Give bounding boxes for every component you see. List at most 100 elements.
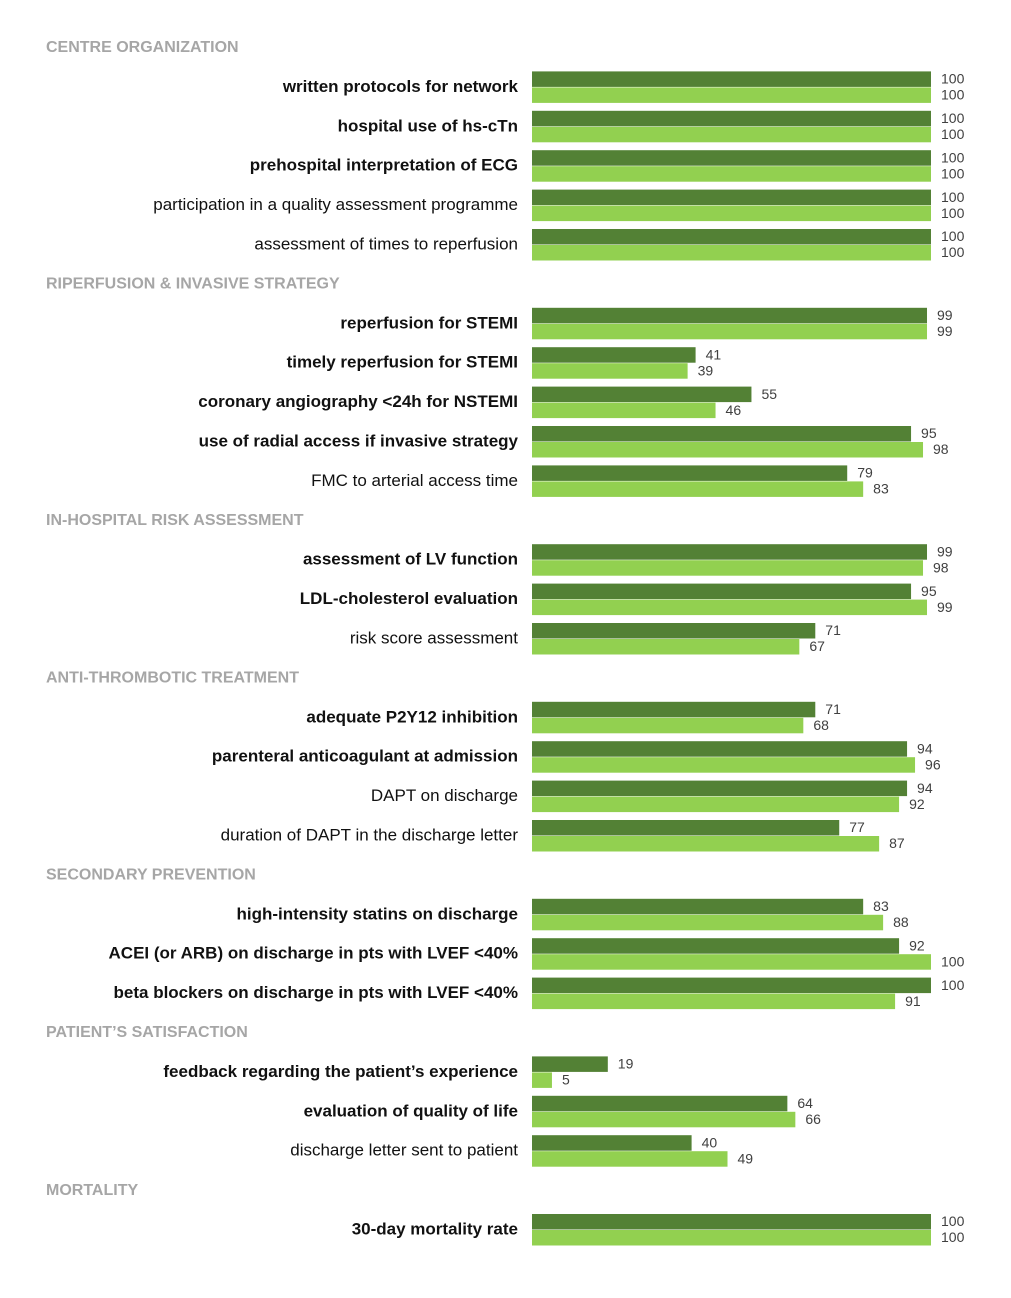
bar-series-2 [532, 205, 931, 222]
bar-series-2 [532, 914, 884, 931]
section-title: PATIENT’S SATISFACTION [46, 1024, 248, 1041]
bar-series-1 [532, 938, 900, 954]
category-label: 30-day mortality rate [352, 1219, 518, 1238]
data-label: 94 [917, 740, 933, 756]
bar-series-1 [532, 780, 908, 797]
category-label: prehospital interpretation of ECG [250, 156, 518, 175]
bar-series-2 [532, 245, 931, 261]
category-label: participation in a quality assessment pr… [153, 195, 518, 214]
data-label: 100 [941, 244, 965, 260]
data-label: 95 [921, 425, 937, 441]
bar-series-2 [532, 757, 916, 773]
data-label: 95 [921, 583, 937, 599]
bar-series-2 [532, 599, 928, 616]
data-label: 71 [825, 622, 841, 638]
bar-series-1 [532, 1214, 931, 1230]
category-label: duration of DAPT in the discharge letter [221, 825, 519, 844]
data-label: 98 [933, 441, 949, 457]
data-label: 87 [889, 835, 905, 851]
data-label: 96 [925, 756, 941, 772]
data-label: 46 [726, 402, 742, 418]
data-label: 92 [909, 796, 925, 812]
data-label: 100 [941, 126, 965, 142]
data-label: 91 [905, 993, 921, 1009]
bar-series-1 [532, 347, 696, 363]
section-title: IN-HOSPITAL RISK ASSESSMENT [46, 512, 304, 529]
bar-series-2 [532, 442, 924, 458]
bar-series-2 [532, 402, 716, 419]
category-label: beta blockers on discharge in pts with L… [114, 983, 518, 1002]
data-label: 99 [937, 307, 953, 323]
bar-series-2 [532, 1111, 796, 1128]
category-label: assessment of times to reperfusion [254, 234, 518, 253]
bar-series-1 [532, 977, 931, 994]
data-label: 99 [937, 543, 953, 559]
category-label: discharge letter sent to patient [290, 1141, 518, 1160]
bar-series-2 [532, 166, 931, 182]
bar-series-2 [532, 836, 880, 852]
category-label: written protocols for network [282, 77, 519, 96]
bar-series-1 [532, 1056, 608, 1072]
data-label: 100 [941, 149, 965, 165]
data-label: 100 [941, 71, 965, 87]
category-label: ACEI (or ARB) on discharge in pts with L… [109, 944, 518, 963]
category-label: high-intensity statins on discharge [237, 904, 518, 923]
data-label: 94 [917, 780, 933, 796]
data-label: 100 [941, 205, 965, 221]
bar-series-1 [532, 307, 928, 324]
data-label: 100 [941, 977, 965, 993]
bar-series-1 [532, 820, 840, 836]
bar-series-1 [532, 741, 908, 757]
category-label: reperfusion for STEMI [340, 313, 518, 332]
bar-series-1 [532, 623, 816, 639]
bar-series-1 [532, 898, 864, 915]
bar-series-2 [532, 1072, 552, 1088]
data-label: 100 [941, 1229, 965, 1245]
bar-series-1 [532, 465, 848, 481]
data-label: 100 [941, 228, 965, 244]
category-label: use of radial access if invasive strateg… [199, 431, 519, 450]
data-label: 100 [941, 953, 965, 969]
category-label: FMC to arterial access time [311, 471, 518, 490]
bar-series-1 [532, 1135, 692, 1151]
bar-series-2 [532, 639, 800, 655]
data-label: 41 [706, 346, 722, 362]
section-title: RIPERFUSION & INVASIVE STRATEGY [46, 276, 340, 293]
category-label: assessment of LV function [303, 550, 518, 569]
data-label: 77 [849, 819, 865, 835]
bar-series-1 [532, 583, 912, 600]
bar-series-2 [532, 481, 864, 497]
data-label: 68 [813, 717, 829, 733]
bar-series-1 [532, 229, 931, 245]
data-label: 83 [873, 481, 889, 497]
data-label: 100 [941, 189, 965, 205]
bar-series-2 [532, 1151, 728, 1167]
bar-series-2 [532, 323, 928, 340]
section-title: CENTRE ORGANIZATION [46, 39, 239, 56]
category-label: risk score assessment [350, 628, 518, 647]
data-label: 83 [873, 898, 889, 914]
bar-series-2 [532, 717, 804, 734]
category-label: feedback regarding the patient’s experie… [163, 1062, 518, 1081]
section-title: SECONDARY PREVENTION [46, 867, 256, 884]
bar-series-2 [532, 993, 896, 1010]
data-label: 64 [797, 1095, 813, 1111]
bar-series-1 [532, 110, 931, 127]
category-label: LDL-cholesterol evaluation [300, 589, 518, 608]
data-label: 40 [702, 1134, 718, 1150]
data-label: 79 [857, 465, 873, 481]
bar-series-2 [532, 363, 688, 379]
data-label: 99 [937, 323, 953, 339]
category-label: timely reperfusion for STEMI [287, 353, 518, 372]
data-label: 100 [941, 87, 965, 103]
data-label: 98 [933, 559, 949, 575]
data-label: 100 [941, 110, 965, 126]
category-label: adequate P2Y12 inhibition [306, 707, 518, 726]
bar-series-1 [532, 426, 912, 442]
data-label: 19 [618, 1056, 634, 1072]
data-label: 67 [809, 638, 825, 654]
data-label: 66 [805, 1111, 821, 1127]
bar-series-1 [532, 150, 931, 166]
bar-series-2 [532, 87, 931, 103]
